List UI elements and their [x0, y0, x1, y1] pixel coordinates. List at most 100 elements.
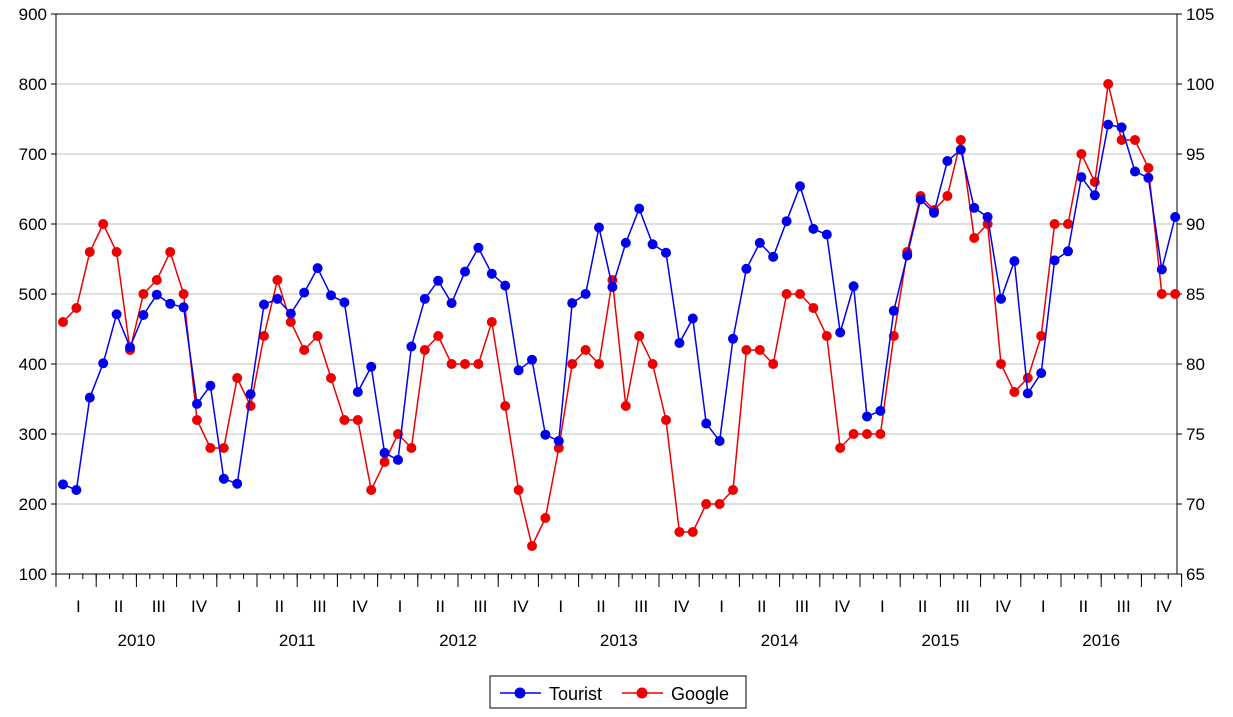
x-quarter-label: III [634, 597, 648, 616]
tourist-point [446, 298, 457, 309]
x-quarter-label: II [435, 597, 444, 616]
tourist-point [98, 358, 109, 369]
google-point [1022, 373, 1033, 383]
tourist-point [888, 305, 899, 316]
tourist-point [620, 237, 631, 248]
x-quarter-label: IV [673, 597, 690, 616]
tourist-point [1049, 255, 1060, 266]
tourist-point [1089, 190, 1100, 201]
x-quarter-label: I [76, 597, 81, 616]
tourist-point [647, 239, 658, 250]
tourist-point [232, 478, 243, 489]
tourist-point [634, 203, 645, 214]
google-point [982, 219, 993, 229]
x-quarter-label: I [880, 597, 885, 616]
y-axis-right: 65 70 75 80 85 90 95 100 105 [1177, 5, 1214, 584]
google-point [567, 359, 578, 369]
tourist-point [687, 313, 698, 324]
tourist-point [460, 266, 470, 277]
x-quarter-label: III [313, 597, 327, 616]
x-quarter-label: IV [352, 597, 369, 616]
google-point [754, 345, 765, 355]
google-point [1130, 135, 1140, 145]
y-left-tick-label: 700 [19, 145, 47, 164]
tourist-point [821, 229, 832, 240]
tourist-point [969, 202, 980, 213]
y-left-tick-label: 600 [19, 215, 47, 234]
google-point [419, 345, 430, 355]
google-point [84, 247, 95, 257]
y-left-tick-label: 500 [19, 285, 47, 304]
google-point [540, 513, 551, 523]
x-quarter-label: II [275, 597, 284, 616]
google-point [232, 373, 243, 383]
y-right-tick-label: 90 [1186, 215, 1205, 234]
google-point [460, 359, 470, 369]
tourist-point [125, 342, 135, 353]
x-year-label: 2015 [921, 631, 959, 650]
y-right-tick-label: 105 [1186, 5, 1214, 24]
x-quarter-label: I [719, 597, 724, 616]
google-point [687, 527, 698, 537]
tourist-point [1063, 246, 1073, 257]
gridlines [56, 83, 1177, 505]
tourist-point [500, 280, 511, 291]
google-point [647, 359, 658, 369]
google-point [473, 359, 484, 369]
tourist-point [1116, 122, 1127, 133]
google-point [513, 485, 524, 495]
y-left-tick-label: 100 [19, 565, 47, 584]
tourist-point [567, 298, 578, 309]
tourist-point [419, 293, 430, 304]
tourist-point [433, 275, 444, 286]
tourist-point [1170, 212, 1181, 222]
tourist-point [1143, 172, 1154, 183]
google-point [768, 359, 779, 369]
x-year-label: 2011 [279, 631, 316, 650]
y-right-tick-label: 85 [1186, 285, 1205, 304]
google-point [875, 429, 886, 439]
google-point [111, 247, 122, 257]
tourist-point [701, 418, 712, 429]
google-point [1143, 163, 1154, 173]
tourist-point [781, 216, 792, 227]
google-point [71, 303, 82, 313]
x-quarter-label: II [596, 597, 605, 616]
tourist-point [1009, 256, 1020, 267]
x-quarter-label: IV [513, 597, 530, 616]
tourist-point [808, 223, 819, 234]
google-point [326, 373, 336, 383]
tourist-point [111, 309, 122, 320]
tourist-point [138, 310, 149, 320]
tourist-point [285, 308, 296, 319]
x-year-label: 2012 [439, 631, 477, 650]
tourist-point [339, 297, 350, 308]
google-point [969, 233, 980, 243]
y-right-tick-label: 70 [1186, 495, 1205, 514]
tourist-point [352, 387, 363, 397]
x-quarter-label: I [398, 597, 403, 616]
google-point [138, 289, 149, 299]
y-left-tick-label: 400 [19, 355, 47, 374]
y-left-tick-label: 200 [19, 495, 47, 514]
tourist-point [192, 398, 202, 409]
google-point [1036, 331, 1047, 341]
tourist-point [594, 222, 604, 233]
tourist-point [312, 263, 323, 274]
google-point [299, 345, 310, 355]
tourist-point [245, 389, 256, 400]
x-year-label: 2016 [1082, 631, 1120, 650]
tourist-point [1130, 166, 1140, 177]
tourist-point [1022, 388, 1033, 399]
tourist-point [741, 263, 752, 274]
legend-google-marker [636, 687, 648, 699]
tourist-point [299, 287, 310, 298]
google-point [942, 191, 953, 201]
tourist-point [406, 341, 417, 352]
google-point [1103, 79, 1114, 89]
y-left-tick-label: 300 [19, 425, 47, 444]
google-point [352, 415, 363, 425]
tourist-point [996, 293, 1006, 304]
tourist-point [714, 436, 725, 446]
